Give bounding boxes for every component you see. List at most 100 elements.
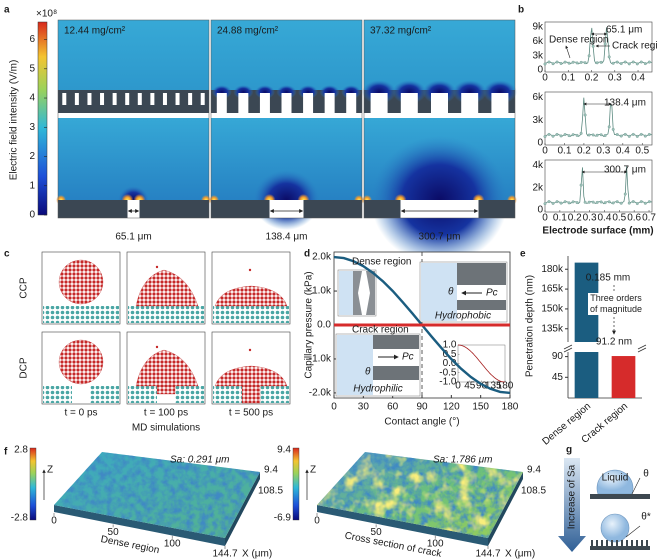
profile-point	[611, 127, 615, 131]
substrate	[213, 306, 289, 323]
inset-tick-label: 135	[485, 381, 502, 392]
substrate	[43, 386, 72, 403]
profile-point	[635, 134, 639, 138]
electrode-gap	[491, 93, 509, 113]
droplet	[135, 349, 199, 395]
trend-arrow	[558, 458, 586, 552]
surface-side	[225, 472, 260, 546]
time-label: t = 0 ps	[64, 408, 97, 419]
droplet	[58, 339, 104, 385]
electrode-gap	[87, 93, 92, 105]
y-tick-label: 45	[552, 372, 564, 383]
x-tick-label: 0.5	[635, 146, 649, 157]
profile-point	[615, 133, 619, 136]
profile-point	[555, 200, 559, 204]
inset-wall	[457, 300, 506, 310]
y-tick-label: 90	[552, 351, 564, 362]
inset-tick-label: -0.5	[439, 367, 457, 378]
colorbar	[292, 447, 300, 521]
droplet	[214, 365, 288, 404]
profile-point	[627, 201, 631, 205]
x-tick-label: 144.7	[212, 549, 237, 560]
row-label: DCP	[19, 357, 30, 378]
profile-point	[647, 133, 651, 136]
z-axis-label: Z	[310, 465, 316, 476]
profile-point	[635, 62, 639, 66]
inset-crack	[366, 271, 375, 315]
profile-point	[559, 61, 563, 65]
colorbar-tick-label: 0	[29, 210, 35, 221]
profile-point	[603, 201, 607, 205]
colorbar-tick-label: 1	[29, 180, 35, 191]
panel-label: g	[566, 445, 572, 456]
angle-label: θ	[643, 469, 649, 480]
loading-label: 24.88 mg/cm²	[217, 26, 279, 37]
profile-point	[603, 42, 607, 46]
inset-tick-label: 90	[476, 381, 488, 392]
colorbar-tick-label: 9.4	[277, 445, 291, 456]
pressure-symbol: Pc	[402, 352, 414, 363]
x-tick-label: 0.2	[585, 73, 599, 84]
inset-wall	[457, 263, 506, 285]
profile-point	[611, 201, 615, 205]
electrode-gap	[281, 93, 292, 113]
x-tick-label: 50	[371, 527, 383, 538]
pressure-symbol: Pc	[486, 288, 498, 299]
x-tick-label: 0.1	[553, 213, 567, 224]
profile-point	[583, 61, 587, 65]
profile-point	[631, 132, 635, 136]
region-label: Dense region	[549, 35, 608, 46]
y-tick-label: 1.0k	[312, 286, 332, 297]
profile-point	[571, 133, 575, 137]
profile-point	[611, 61, 615, 65]
gap-width-label: 138.4 μm	[266, 232, 308, 243]
x-tick-label: 30	[358, 402, 370, 413]
profile-point	[579, 60, 583, 64]
profile-point	[567, 134, 571, 138]
substrate	[90, 386, 119, 403]
electrode-gap	[216, 93, 227, 113]
profile-point	[571, 60, 575, 64]
panel-label: e	[520, 249, 526, 260]
profile-point	[579, 131, 583, 135]
y-tick-label: 0	[537, 205, 543, 216]
panel-frame	[210, 19, 363, 219]
x-tick-label: 0.5	[612, 213, 626, 224]
substrate	[43, 306, 119, 323]
colorbar-tick-label: 6	[29, 34, 35, 45]
profile-point	[543, 202, 547, 206]
profile-point	[639, 200, 643, 204]
angle-symbol: θ	[448, 287, 454, 298]
time-label: t = 500 ps	[229, 408, 273, 419]
x-tick-label: 144.7	[475, 549, 500, 560]
profile-point	[551, 134, 555, 138]
electrode-gap	[100, 93, 105, 105]
profile-point	[547, 200, 551, 204]
gap-label: 300.7 μm	[604, 165, 646, 176]
electrode-gap	[324, 93, 335, 113]
gap-width-label: 300.7 μm	[419, 232, 461, 243]
region-label: Crack region	[612, 41, 657, 52]
electrode-gap	[137, 93, 142, 105]
profile-point	[563, 133, 567, 136]
x-tick-label: 0.4	[597, 213, 611, 224]
substrate	[213, 386, 242, 403]
profile-point	[607, 200, 611, 204]
profile-point	[643, 134, 647, 138]
profile-point	[571, 200, 575, 204]
substrate	[590, 540, 650, 550]
x-tick-label: 0	[542, 213, 548, 224]
panel-label: f	[4, 447, 8, 458]
y-tick-label: 2k	[532, 182, 544, 193]
y-tick-label: 108.5	[521, 486, 546, 497]
bar	[574, 262, 599, 342]
electrode-gap	[188, 93, 193, 105]
y-tick-label: 6k	[532, 36, 544, 47]
profile-point	[619, 201, 623, 205]
profile-point	[595, 200, 599, 204]
profile-point	[635, 202, 639, 206]
electrode-gap	[127, 200, 140, 218]
x-tick-label: 120	[443, 402, 460, 413]
